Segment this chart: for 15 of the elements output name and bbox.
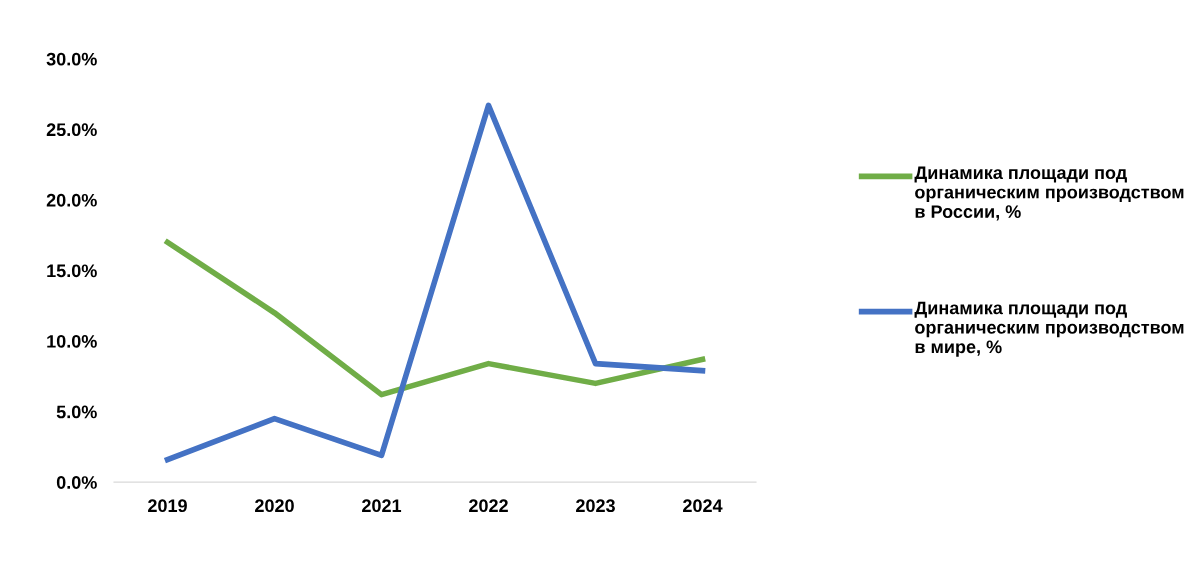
x-tick-label: 2019: [148, 499, 187, 513]
x-tick-label: 2023: [576, 499, 615, 513]
y-tick-label: 30.0%: [46, 52, 97, 66]
y-tick-label: 5.0%: [56, 405, 97, 419]
legend-label: Динамика площади под органическим производством в России, %: [914, 166, 1184, 221]
x-tick-label: 2021: [362, 499, 402, 513]
x-tick-label: 2022: [469, 499, 508, 513]
y-tick-label: 10.0%: [47, 334, 97, 348]
y-tick-label: 0.0%: [56, 476, 97, 489]
legend-label: Динамика площади под органическим производством в мире, %: [914, 301, 1184, 357]
x-tick-label: 2024: [683, 499, 723, 513]
x-tick-label: 2020: [255, 499, 294, 513]
y-tick-label: 15.0%: [47, 264, 97, 278]
y-tick-label: 25.0%: [46, 123, 97, 137]
y-tick-label: 20.0%: [46, 193, 97, 207]
